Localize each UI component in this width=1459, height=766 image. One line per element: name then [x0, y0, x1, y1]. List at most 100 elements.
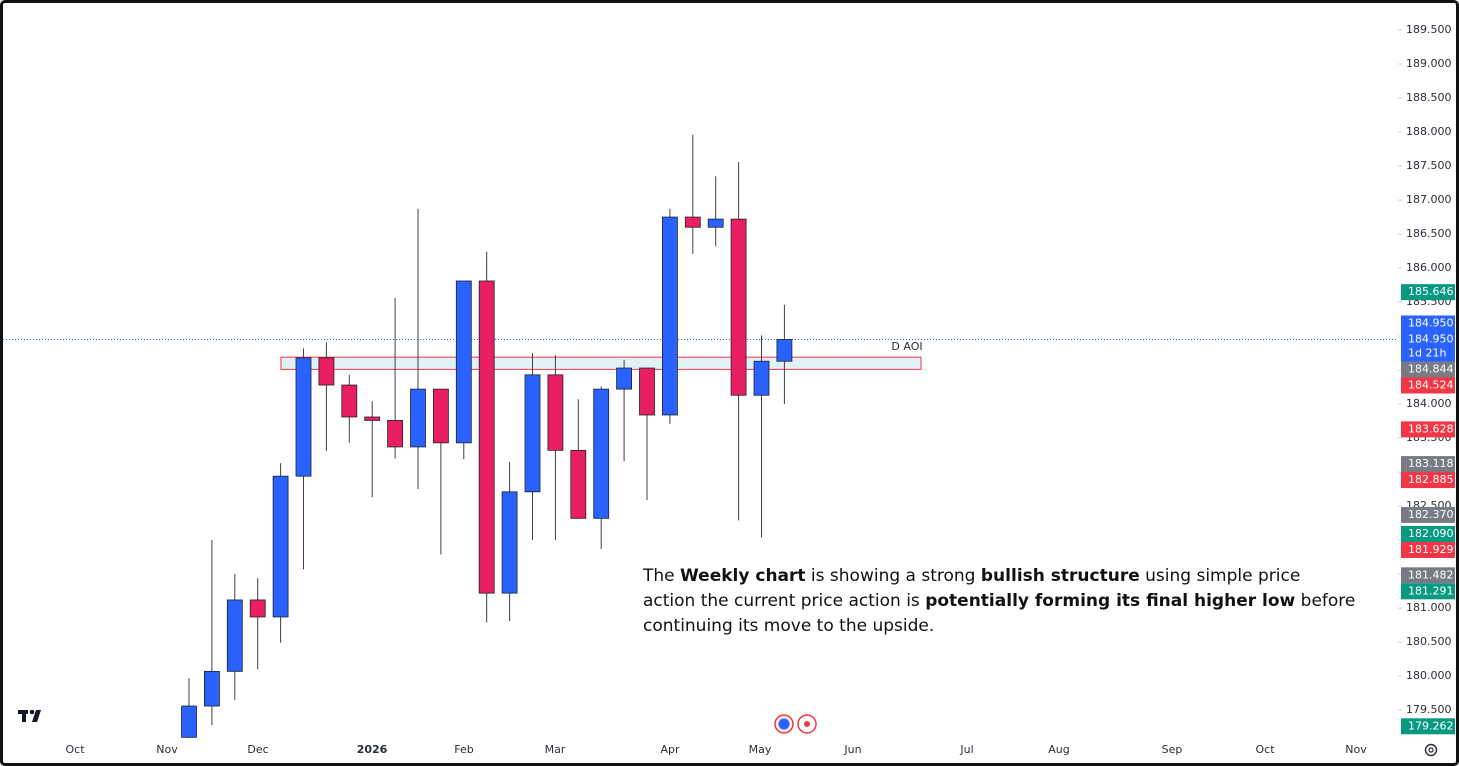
x-tick-label: Feb — [454, 743, 473, 756]
price-badge-label: 184.524 — [1408, 378, 1454, 391]
x-tick-label: Apr — [660, 743, 680, 756]
candle-body — [501, 491, 518, 594]
note-text: is showing a strong — [805, 566, 981, 586]
price-badge-label: 183.118 — [1408, 457, 1454, 470]
candle-body — [639, 367, 655, 416]
candle-body — [684, 216, 701, 228]
candle-body — [455, 280, 472, 444]
x-tick-label: 2026 — [357, 743, 388, 756]
candle-body — [432, 388, 449, 444]
price-axis: 179.500180.000180.500181.000181.500182.0… — [1398, 23, 1455, 735]
candle-body — [593, 388, 610, 519]
y-tick-label: 187.500 — [1406, 159, 1452, 172]
plot-area: D AOI — [3, 134, 1398, 738]
candle-body — [364, 416, 381, 421]
analysis-note: The Weekly chart is showing a strong bul… — [643, 564, 1358, 639]
x-tick-label: Dec — [247, 743, 268, 756]
price-badge-label: 184.950 — [1408, 332, 1454, 345]
candle-body — [570, 449, 587, 519]
price-badge-label: 181.291 — [1408, 584, 1454, 597]
price-badge-label: 185.646 — [1408, 285, 1454, 298]
price-badge — [1401, 284, 1455, 301]
note-emphasis: potentially forming its final higher low — [925, 591, 1296, 611]
x-tick-label: Nov — [1345, 743, 1367, 756]
candle-body — [730, 218, 747, 396]
candle-body — [341, 384, 358, 418]
candle-body — [318, 357, 335, 386]
candle-body — [776, 339, 793, 362]
candle-body — [662, 216, 678, 416]
countdown-label: 1d 21h — [1408, 346, 1446, 359]
price-badge-label: 182.370 — [1408, 508, 1454, 521]
price-badge-label: 181.929 — [1408, 543, 1454, 556]
candle-body — [203, 670, 220, 707]
y-tick-label: 188.000 — [1406, 125, 1452, 138]
note-emphasis: Weekly chart — [680, 566, 806, 586]
price-badge-label: 184.950 — [1408, 316, 1454, 329]
price-badge-label: 179.262 — [1408, 719, 1454, 732]
x-tick-label: Jul — [959, 743, 973, 756]
candle-body — [478, 280, 495, 594]
note-emphasis: bullish structure — [980, 566, 1140, 586]
note-text: using simple price action the current pr… — [643, 566, 1301, 611]
price-badge — [1401, 567, 1455, 584]
candle-body — [524, 374, 541, 493]
y-tick-label: 180.500 — [1406, 635, 1452, 648]
aoi-label: D AOI — [891, 340, 922, 353]
note-text: The — [643, 566, 681, 586]
chart: D AOI 179.500180.000180.500181.000181.50… — [3, 23, 1455, 757]
price-badge — [1401, 583, 1455, 600]
candle-body — [707, 218, 724, 228]
price-badge-label: 182.090 — [1408, 527, 1454, 540]
y-tick-label: 186.000 — [1406, 261, 1452, 274]
price-badge — [1401, 315, 1455, 332]
price-badge — [1401, 331, 1455, 362]
x-tick-label: Oct — [65, 743, 85, 756]
candle-body — [753, 360, 770, 396]
candle-body — [547, 374, 564, 451]
price-badge-label: 183.628 — [1408, 422, 1454, 435]
y-tick-label: 181.000 — [1406, 601, 1452, 614]
price-badge — [1401, 456, 1455, 473]
x-tick-label: May — [749, 743, 772, 756]
x-tick-label: Jun — [843, 743, 861, 756]
price-badge — [1401, 472, 1455, 489]
candle-body — [410, 388, 426, 448]
price-badge — [1401, 506, 1455, 523]
y-tick-label: 189.000 — [1406, 57, 1452, 70]
y-tick-label: 180.000 — [1406, 669, 1452, 682]
candle-body — [616, 367, 632, 390]
candle-body — [249, 599, 266, 618]
x-tick-label: Mar — [545, 743, 566, 756]
candle-body — [226, 599, 243, 672]
price-badge — [1401, 541, 1455, 558]
price-badge — [1401, 421, 1455, 438]
note-text: before continuing its move to the upside… — [643, 591, 1356, 636]
time-axis: Oct Nov Dec 2026 Feb Mar Apr May Jun Jul Aug Sep Oct… — [65, 743, 1367, 756]
price-badge — [1401, 377, 1455, 394]
price-badge-label: 182.885 — [1408, 473, 1454, 486]
tradingview-logo — [18, 709, 41, 722]
price-badge — [1401, 525, 1455, 542]
price-badge-label: 184.844 — [1408, 362, 1454, 375]
y-tick-label: 188.500 — [1406, 91, 1452, 104]
chart-indicator-icons[interactable] — [774, 714, 817, 734]
aoi-zone — [280, 356, 922, 370]
y-tick-label: 179.500 — [1406, 703, 1452, 716]
candle-body — [181, 705, 197, 738]
y-tick-label: 189.500 — [1406, 23, 1452, 36]
price-badge — [1401, 361, 1455, 378]
y-tick-label: 184.000 — [1406, 397, 1452, 410]
x-tick-label: Sep — [1162, 743, 1183, 756]
y-tick-label: 186.500 — [1406, 227, 1452, 240]
candle-body — [387, 420, 404, 448]
x-tick-label: Oct — [1255, 743, 1275, 756]
settings-icon[interactable] — [1424, 743, 1438, 757]
price-badge-label: 181.482 — [1408, 568, 1454, 581]
y-tick-label: 187.000 — [1406, 193, 1452, 206]
price-badge — [1401, 718, 1455, 735]
candle-body — [295, 357, 312, 477]
x-tick-label: Nov — [156, 743, 178, 756]
x-tick-label: Aug — [1048, 743, 1069, 756]
